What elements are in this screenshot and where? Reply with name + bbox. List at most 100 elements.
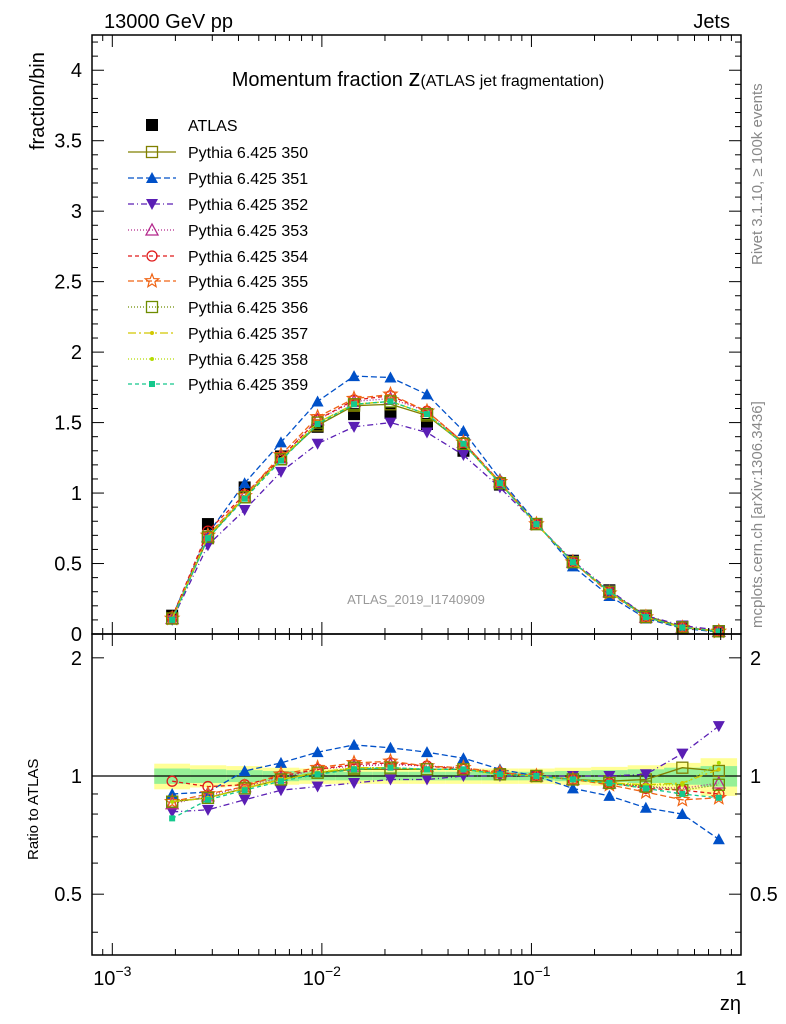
legend-entry-p356: Pythia 6.425 356 [128,300,308,317]
ratio-point-p359 [423,766,430,773]
point-p356 [712,625,725,638]
legend-label-p358: Pythia 6.425 358 [188,352,308,369]
ratio-line-p355 [172,760,719,803]
point-p351 [238,477,251,489]
legend-entry-p354: Pythia 6.425 354 [128,249,308,266]
legend-entry-p355: Pythia 6.425 355 [128,272,308,291]
ratio-point-p352 [420,774,433,786]
ratio-point-p351 [639,801,652,813]
ratio-point-p351 [676,808,689,820]
point-p356 [274,453,288,466]
point-p352 [311,438,324,450]
ratio-point-p355 [674,791,691,807]
ratio-point-p359 [241,787,248,794]
header-right: Jets [693,11,730,33]
x-axis-label: zη [720,993,741,1015]
legend-marker-p355 [143,272,161,289]
header-left: 13000 GeV pp [104,11,233,33]
point-p359 [715,628,722,635]
ratio-y-tick-label-right: 1 [750,766,761,788]
ratio-point-p359 [314,771,321,778]
legend: ATLAS Pythia 6.425 350 Pythia 6.425 351 Pyt… [128,118,308,394]
ratio-point-p358 [680,782,685,787]
main-title: Momentum fraction z(ATLAS jet fragmentat… [232,65,605,92]
point-p352 [457,450,470,462]
point-p359 [169,616,176,623]
ratio-point-p356 [311,766,324,779]
y-tick-label: 2.5 [54,272,82,294]
ratio-point-p351 [384,741,397,753]
ratio-point-p353 [711,775,726,789]
point-p356 [493,477,507,490]
ratio-point-p351 [274,756,287,768]
y-tick-label: 4 [71,60,82,82]
ratio-y-tick-label-left: 0.5 [54,884,82,906]
legend-marker-p356 [145,300,159,314]
point-atlas [384,406,397,419]
point-p359 [204,535,211,542]
main-title-z: z [408,65,420,92]
ratio-frame [91,633,742,956]
main-title-main: Momentum fraction [232,69,409,91]
x-tick-label-base: 10 [93,968,115,990]
ratio-point-p352 [384,774,397,786]
ratio-point-p351 [420,746,433,758]
ratio-point-p359 [204,796,211,803]
x-tick-label-base: 10 [512,968,534,990]
legend-marker-p352 [146,199,158,210]
point-p356 [420,407,434,421]
point-p359 [679,624,686,631]
legend-marker-p354 [146,250,158,262]
main-title-sub: (ATLAS jet fragmentation) [420,73,604,90]
point-p359 [314,420,321,427]
legend-entry-p359: Pythia 6.425 359 [128,377,308,394]
ratio-line-p352 [172,725,720,813]
legend-entry-atlas: ATLAS [146,118,238,135]
point-p359 [460,440,467,447]
ratio-point-p359 [679,790,686,797]
x-tick-label: 10−2 [303,963,341,990]
point-p355 [309,408,326,424]
ratio-point-p352 [201,804,214,816]
point-p356 [603,585,616,598]
ratio-point-p351 [712,833,725,845]
legend-label-p352: Pythia 6.425 352 [188,197,308,214]
legend-marker-p350 [145,145,159,159]
y-tick-label: 0 [71,624,82,646]
point-p359 [387,398,394,405]
ratio-y-tick-label-right: 2 [750,648,761,670]
y-tick-label: 1 [71,483,82,505]
point-p359 [569,559,576,566]
legend-entry-p357: Pythia 6.425 357 [128,326,308,343]
point-p351 [274,436,287,448]
point-p356 [201,530,215,543]
ratio-point-p352 [676,748,689,760]
ratio-point-p352 [238,794,251,806]
legend-entry-p351: Pythia 6.425 351 [128,171,308,188]
legend-label-p351: Pythia 6.425 351 [188,171,308,188]
mcplots-reference-label: mcplots.cern.ch [arXiv:1306.3436] [749,401,766,628]
main-panel: 0 0.5 1 1.5 2 2.5 3 3.5 4 fraction/bin [27,34,742,955]
point-p359 [351,401,358,408]
ratio-point-p351 [603,789,616,801]
ratio-point-p359 [387,764,394,771]
ratio-point-p352 [348,777,361,789]
ratio-point-p359 [496,771,503,778]
y-tick-label: 3 [71,201,82,223]
y-tick-label: 2 [71,342,82,364]
legend-label-atlas: ATLAS [188,118,238,135]
legend-marker-p359 [149,381,155,387]
legend-marker-p357 [150,331,154,335]
point-p359 [423,411,430,418]
point-p351 [457,425,470,437]
ratio-point-p358 [170,799,175,804]
watermark: ATLAS_2019_I1740909 [347,592,485,607]
series-line-p351 [171,375,719,633]
legend-label-p359: Pythia 6.425 359 [188,377,308,394]
ratio-point-p359 [642,785,649,792]
series-p359 [169,398,722,635]
ratio-y-axis-label: Ratio to ATLAS [25,759,42,860]
legend-label-p350: Pythia 6.425 350 [188,145,308,162]
